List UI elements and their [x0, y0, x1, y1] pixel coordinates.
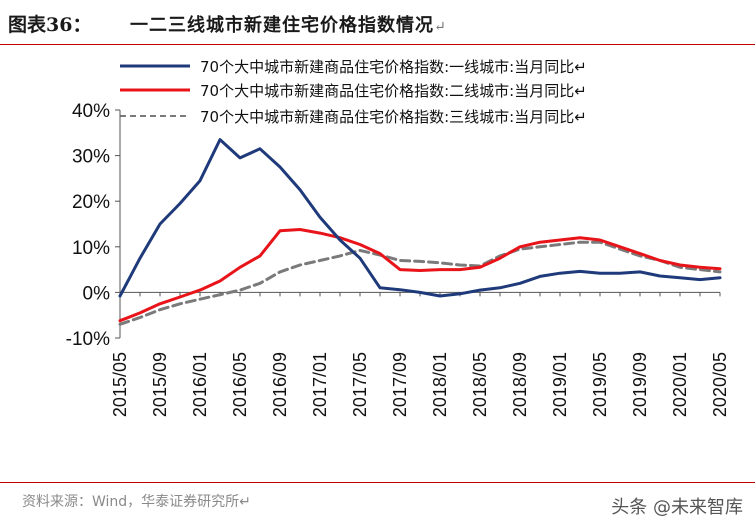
chart-title-text: 一二三线城市新建住宅价格指数情况 — [130, 15, 434, 36]
figure-header: 图表36： 一二三线城市新建住宅价格指数情况↵ — [0, 0, 755, 45]
x-tick-label: 2018/05 — [470, 352, 490, 417]
y-tick-label: 20% — [72, 192, 110, 213]
x-tick-label: 2016/05 — [230, 352, 250, 417]
y-tick-label: 0% — [83, 283, 111, 304]
series-line-1 — [118, 138, 722, 298]
x-tick-label: 2018/01 — [430, 352, 450, 417]
y-tick-label: 10% — [72, 238, 110, 259]
x-tick-label: 2018/09 — [510, 352, 530, 417]
x-tick-label: 2016/01 — [190, 352, 210, 417]
chart-area: 70个大中城市新建商品住宅价格指数:一线城市:当月同比↵ 70个大中城市新建商品住… — [66, 58, 730, 417]
figure-footer: 资料来源：Wind，华泰证券研究所↵ 头条 @未来智库 — [0, 482, 755, 530]
source-note: 资料来源：Wind，华泰证券研究所↵ — [22, 494, 251, 510]
series-line-3 — [118, 240, 722, 326]
x-tick-label: 2016/09 — [270, 352, 290, 417]
x-tick-label: 2019/01 — [550, 352, 570, 417]
y-tick-label: -10% — [66, 329, 110, 350]
x-tick-label: 2017/09 — [390, 352, 410, 417]
watermark: 头条 @未来智库 — [611, 497, 743, 518]
title-return-mark: ↵ — [434, 19, 447, 35]
chart-title: 一二三线城市新建住宅价格指数情况↵ — [130, 11, 447, 37]
x-tick-label: 2015/09 — [150, 352, 170, 417]
plot-lines — [118, 138, 722, 326]
legend-label-2: 70个大中城市新建商品住宅价格指数:二线城市:当月同比↵ — [200, 82, 587, 100]
legend-label-1: 70个大中城市新建商品住宅价格指数:一线城市:当月同比↵ — [200, 58, 587, 76]
legend: 70个大中城市新建商品住宅价格指数:一线城市:当月同比↵ 70个大中城市新建商品住… — [120, 58, 587, 126]
x-tick-label: 2015/05 — [110, 352, 130, 417]
x-tick-label: 2019/05 — [590, 352, 610, 417]
x-axis: 2015/05 2015/09 2016/01 2016/05 2016/09 2017/… — [110, 291, 730, 417]
x-tick-label: 2019/09 — [630, 352, 650, 417]
y-axis: -10% 0% 10% 20% 30% 40% — [66, 101, 121, 350]
y-tick-label: 30% — [72, 147, 110, 168]
x-tick-label: 2017/01 — [310, 352, 330, 417]
x-tick-label: 2020/01 — [670, 352, 690, 417]
y-tick-label: 40% — [72, 101, 110, 122]
x-tick-label: 2017/05 — [350, 352, 370, 417]
legend-label-3: 70个大中城市新建商品住宅价格指数:三线城市:当月同比↵ — [200, 108, 587, 126]
figure-label: 图表36： — [8, 14, 92, 36]
x-tick-label: 2020/05 — [710, 352, 730, 417]
series-line-2 — [118, 228, 722, 323]
